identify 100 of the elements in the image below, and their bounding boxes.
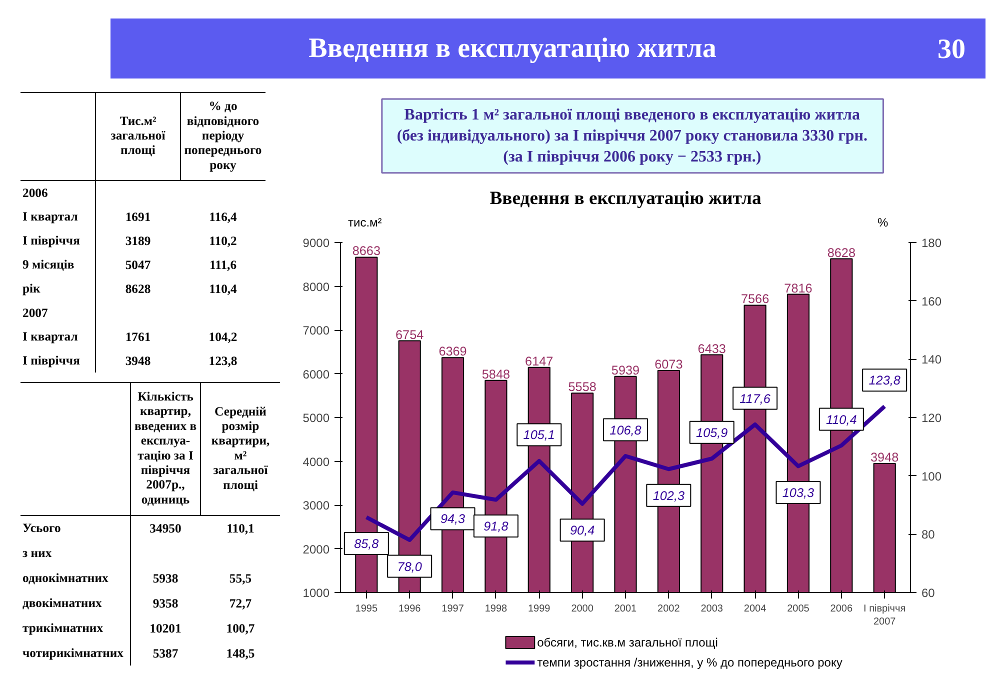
- x-tick-label: 2001: [614, 604, 638, 614]
- x-tick-label: І півріччя 2007: [864, 604, 906, 628]
- x-tick-label: 1998: [484, 604, 508, 614]
- y-tick-label: 1000: [302, 586, 330, 600]
- data-label: 6147: [525, 354, 554, 368]
- data-label: 111,6: [209, 258, 237, 272]
- x-tick-label: 2002: [658, 604, 680, 614]
- data-label: 6433: [698, 342, 726, 356]
- x-tick-label: 1995: [355, 604, 378, 614]
- y-tick-label: І півріччя: [22, 234, 80, 248]
- x-tick-label: 2006: [830, 604, 853, 614]
- y-tick-label: 8000: [302, 280, 330, 294]
- y-tick-label: 3000: [302, 498, 330, 512]
- data-label: 123,8: [208, 354, 238, 368]
- data-label: 3948: [870, 450, 899, 465]
- y-tick-label: рік: [22, 282, 42, 296]
- data-label: 72,7: [229, 596, 252, 610]
- y-tick-label: 5000: [302, 411, 330, 425]
- y-tick-label: чотирикімнатних: [22, 646, 124, 660]
- y-tick-label: І квартал: [22, 210, 78, 224]
- data-label: 105,9: [696, 426, 728, 440]
- data-label: 5558: [568, 380, 596, 394]
- data-label: 8663: [352, 244, 380, 258]
- data-label: 110,1: [226, 522, 254, 536]
- y-tick-label: 2000: [302, 542, 330, 556]
- y2-tick-label: 160: [922, 294, 942, 308]
- legend-label: обсяги, тис.кв.м загальної площі: [537, 636, 718, 650]
- data-label: 91,8: [484, 520, 508, 534]
- data-label: 5387: [152, 646, 179, 660]
- y-tick-label: двокімнатних: [22, 596, 102, 610]
- x-tick-label: 1999: [528, 604, 551, 614]
- x-tick-label: 2000: [571, 604, 594, 614]
- y2-tick-label: 80: [922, 528, 936, 542]
- data-label: 105,1: [523, 428, 555, 442]
- data-label: 90,4: [570, 524, 595, 538]
- data-label: 6754: [396, 328, 424, 342]
- data-label: 94,3: [440, 512, 466, 526]
- y-tick-label: трикімнатних: [22, 621, 104, 635]
- data-label: 5939: [611, 363, 640, 378]
- data-label: 102,3: [652, 488, 685, 503]
- y2-tick-label: 140: [922, 352, 942, 367]
- x-tick-label: 1997: [442, 604, 464, 614]
- y2-tick-label: 60: [922, 586, 936, 600]
- text: 30: [938, 34, 966, 65]
- x-tick-label: Середній розмір квартири, м² загальної площі: [211, 404, 270, 492]
- data-label: 7816: [784, 281, 812, 296]
- data-label: 117,6: [740, 392, 772, 406]
- text: Вартість 1 м² загальної площі введеного в експлуатацію житла: [404, 106, 860, 124]
- y-tick-label: 7000: [302, 324, 330, 338]
- legend-label: темпи зростання /зниження, у % до попереднього року: [537, 656, 842, 670]
- y-tick-label: 9 місяців: [22, 258, 74, 272]
- y-tick-label: з них: [22, 546, 52, 560]
- text: (за І півріччя 2006 року − 2533 грн.): [503, 148, 762, 166]
- data-label: 123,8: [868, 374, 900, 388]
- y-tick-label: І півріччя: [22, 354, 80, 368]
- data-label: 7566: [740, 292, 770, 306]
- x-tick-label: 1996: [398, 604, 422, 614]
- x-tick-label: Кількість квартир, введених в експлуа-тацію за І півріччя 2007р., одиниць: [134, 390, 197, 506]
- data-label: 34950: [150, 522, 182, 536]
- y2-tick-label: 100: [922, 469, 942, 484]
- y-tick-label: І квартал: [22, 330, 78, 344]
- data-label: 6073: [654, 358, 683, 372]
- y-tick-label: 2006: [22, 186, 48, 200]
- data-label: 1691: [125, 210, 151, 224]
- data-label: 5848: [482, 367, 510, 382]
- x-tick-label: 2003: [700, 604, 724, 614]
- data-label: 10201: [150, 622, 182, 636]
- text: (без індивідуального) за І півріччя 2007 року становила 3330 грн.: [396, 127, 868, 144]
- y2-tick-label: 120: [922, 411, 942, 425]
- y-tick-label: Усього: [22, 521, 61, 535]
- y-tick-label: 6000: [302, 367, 330, 382]
- data-label: 148,5: [226, 646, 255, 660]
- y-tick-label: 4000: [302, 454, 330, 469]
- data-label: 1761: [125, 330, 151, 344]
- data-label: 110,4: [826, 412, 857, 427]
- data-label: 6369: [438, 344, 467, 359]
- data-label: 106,8: [610, 423, 642, 438]
- y2-axis-title: %: [877, 216, 888, 230]
- data-label: 3948: [125, 354, 151, 368]
- y-tick-label: 2007: [22, 306, 48, 320]
- x-tick-label: 2005: [787, 604, 810, 614]
- data-label: 3189: [125, 234, 151, 248]
- data-label: 103,3: [782, 486, 814, 500]
- text: Введення в експлуатацію житла: [308, 33, 716, 64]
- data-label: 5047: [125, 258, 152, 272]
- y2-tick-label: 180: [922, 236, 942, 250]
- x-tick-label: % до відповідного періоду попереднього року: [184, 99, 262, 172]
- x-tick-label: 2004: [744, 604, 767, 614]
- data-label: 110,2: [209, 234, 237, 248]
- data-label: 116,4: [209, 210, 238, 224]
- data-label: 78,0: [397, 560, 422, 574]
- data-label: 104,2: [208, 330, 238, 344]
- x-tick-label: Тис.м² загальної площі: [110, 114, 166, 158]
- data-label: 8628: [827, 246, 856, 260]
- data-label: 8628: [125, 282, 151, 296]
- y-tick-label: однокімнатних: [22, 571, 110, 585]
- chart-title: Введення в експлуатацію житла: [490, 188, 762, 209]
- data-label: 110,4: [209, 282, 238, 296]
- data-label: 100,7: [226, 622, 256, 636]
- data-label: 85,8: [354, 537, 379, 551]
